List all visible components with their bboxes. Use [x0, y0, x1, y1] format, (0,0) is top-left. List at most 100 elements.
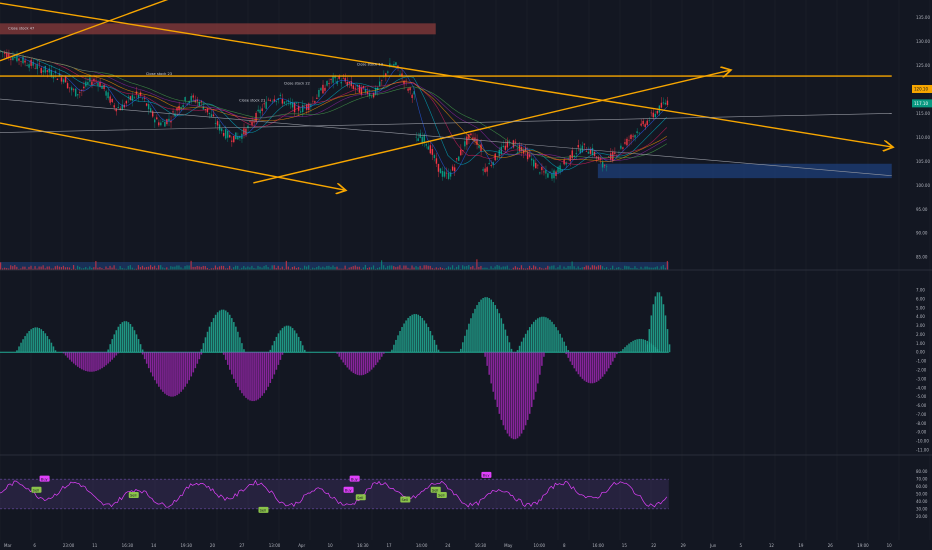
volume-bar: [166, 267, 168, 270]
macd-histogram-bar: [429, 330, 432, 353]
moving-average-line: [0, 50, 667, 162]
volume-bar: [334, 267, 336, 270]
volume-bar: [528, 265, 531, 270]
macd-histogram-bar: [46, 336, 49, 353]
macd-histogram-bar: [508, 352, 511, 437]
candle-body: [152, 111, 154, 117]
candle-body: [484, 168, 486, 173]
candle-body: [401, 73, 403, 76]
macd-histogram-bar: [360, 352, 363, 376]
macd-histogram-bar: [557, 330, 559, 353]
volume-bar: [589, 267, 591, 270]
candle-body: [451, 166, 454, 171]
candle-body: [22, 57, 24, 64]
macd-tick: -11.00: [916, 448, 929, 453]
volume-bar: [395, 267, 397, 270]
macd-histogram-bar: [243, 352, 245, 396]
candle-body: [528, 154, 531, 157]
candle-body: [370, 96, 373, 98]
macd-histogram-bar: [18, 346, 20, 353]
volume-bar: [198, 266, 200, 270]
volume-bar: [439, 267, 441, 270]
rsi-signal-text: Buy: [483, 474, 491, 478]
volume-bar: [188, 265, 190, 270]
macd-histogram-bar: [273, 352, 276, 375]
candle-body: [480, 144, 482, 152]
volume-bar: [275, 268, 277, 270]
volume-bar: [287, 266, 289, 270]
moving-average-line: [0, 50, 668, 175]
candle-body: [259, 109, 261, 114]
rsi-signal-tag: [430, 486, 441, 493]
macd-tick: 5.00: [916, 305, 925, 310]
rsi-pane[interactable]: Buy Sell Sell Sell Buy Buy Sell Sell Sell Buy Sell: [0, 471, 669, 513]
volume-bar: [251, 265, 253, 270]
macd-histogram-bar: [502, 352, 505, 426]
candle-body: [597, 156, 600, 160]
volume-bar: [279, 268, 281, 270]
volume-bar: [330, 267, 332, 270]
macd-histogram-bar: [431, 335, 434, 353]
volume-bar: [409, 268, 411, 270]
macd-histogram-bar: [259, 352, 261, 398]
candle-body: [354, 87, 357, 89]
macd-histogram-bar: [407, 317, 409, 353]
time-tick: 19:30: [181, 543, 193, 548]
candle-body: [393, 64, 395, 66]
macd-histogram-bar: [277, 333, 280, 353]
volume-bar: [342, 268, 344, 270]
volume-bar: [634, 266, 636, 270]
annotation-label: Close stock 13: [357, 63, 383, 67]
volume-bar: [526, 268, 529, 270]
macd-histogram-bar: [87, 352, 89, 372]
macd-histogram-bar: [229, 314, 231, 353]
candle-body: [72, 89, 75, 91]
volume-bar: [636, 268, 638, 270]
candle-body: [81, 89, 83, 91]
macd-histogram-bar: [395, 339, 397, 353]
macd-histogram-bar: [626, 345, 628, 353]
rsi-signal-text: Sell: [438, 494, 445, 498]
volume-bar: [72, 265, 75, 270]
price-tick: 135.00: [916, 15, 930, 20]
volume-bar: [492, 268, 494, 270]
volume-bar: [299, 268, 302, 270]
macd-histogram-bar: [533, 321, 535, 353]
macd-histogram-bar: [166, 352, 168, 396]
volume-bar: [295, 267, 298, 270]
macd-histogram-bar: [139, 344, 142, 353]
volume-bar: [170, 266, 172, 270]
candle-body: [257, 109, 259, 112]
candle-body: [111, 98, 113, 103]
volume-bar: [24, 266, 26, 270]
volume-bar: [504, 266, 506, 270]
macd-histogram-bar: [364, 352, 367, 375]
volume-bar: [358, 266, 360, 270]
volume-bar: [470, 266, 472, 270]
candle-body: [551, 173, 553, 179]
macd-histogram-bar: [97, 352, 99, 371]
volume-bar: [393, 266, 395, 270]
candle-body: [91, 81, 93, 85]
volume-bar: [85, 267, 87, 270]
time-tick: 10: [328, 543, 334, 548]
macd-histogram-bar: [231, 318, 233, 353]
volume-bar: [630, 268, 632, 270]
volume-bar: [561, 268, 563, 270]
volume-bar: [368, 267, 371, 270]
rsi-signal-text: Buy: [41, 477, 49, 481]
macd-pane[interactable]: [0, 292, 671, 440]
candle-body: [137, 94, 140, 98]
volume-bar: [62, 265, 65, 270]
price-pane[interactable]: Close stock 47 Close stock 23 Close stock …: [0, 0, 892, 270]
volume-bar: [310, 268, 312, 270]
candle-body: [514, 141, 517, 143]
candle-body: [2, 51, 4, 53]
candle-body: [40, 68, 42, 74]
macd-histogram-bar: [403, 323, 405, 353]
candle-body: [154, 119, 156, 123]
candle-body: [437, 163, 440, 172]
macd-histogram-bar: [374, 352, 377, 366]
volume-bar: [229, 265, 231, 270]
